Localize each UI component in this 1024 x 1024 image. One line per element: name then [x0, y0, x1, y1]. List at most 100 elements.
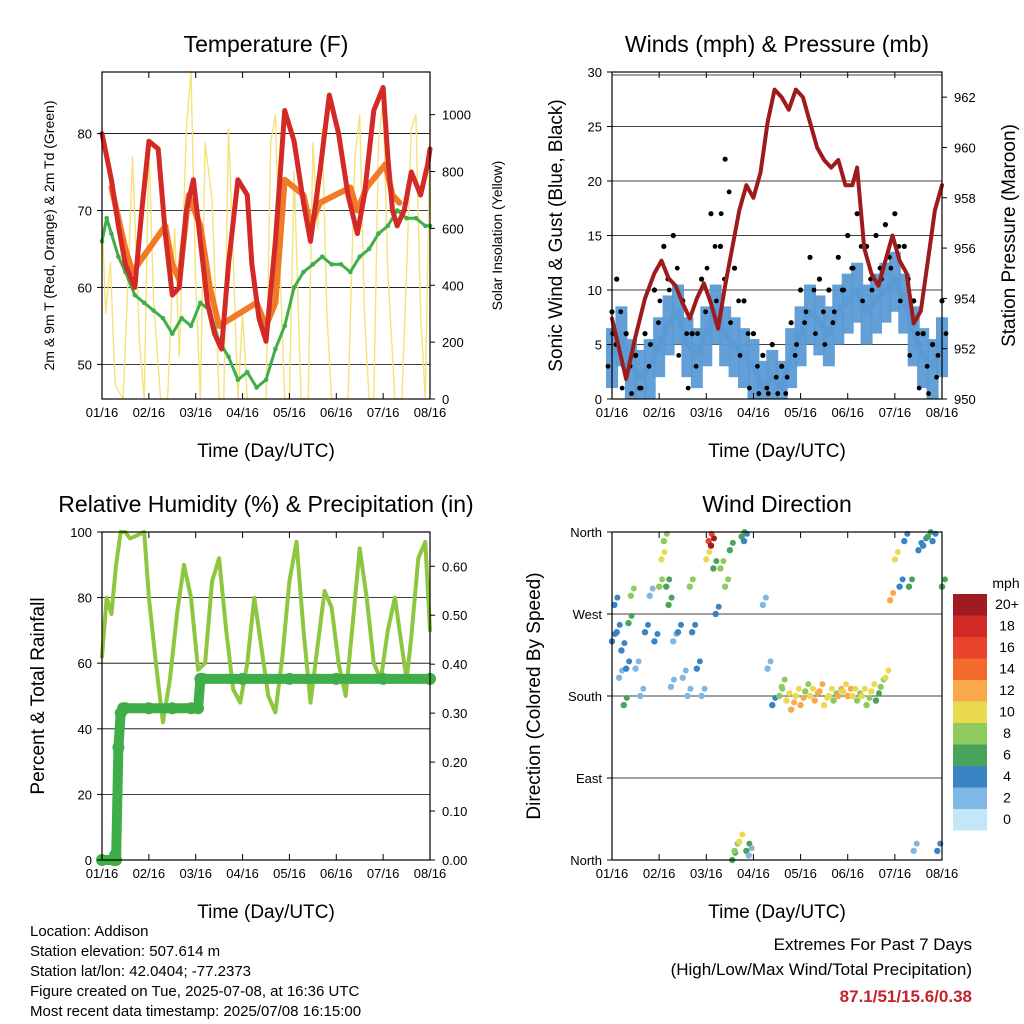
y-tick-label: 15: [588, 229, 602, 244]
dewpoint-point: [301, 269, 306, 275]
gust-point: [629, 391, 634, 396]
wind-direction-point: [688, 629, 696, 636]
gust-point: [750, 331, 757, 337]
gust-point: [618, 309, 624, 315]
colorbar-swatch: [953, 615, 987, 637]
wind-direction-point: [811, 697, 818, 704]
dewpoint-point: [198, 300, 203, 306]
y-tick-label: 30: [588, 65, 602, 80]
x-tick-label: 02/16: [133, 866, 166, 881]
extremes-values: 87.1/51/15.6/0.38: [839, 987, 972, 1006]
dewpoint-point: [357, 254, 363, 259]
dewpoint-point: [188, 323, 194, 329]
wind-direction-point: [655, 583, 663, 590]
y-tick-label: 70: [78, 203, 92, 218]
wind-direction-point: [731, 847, 738, 855]
wind-direction-point: [791, 699, 798, 706]
x-axis-label: Time (Day/UTC): [197, 902, 335, 923]
colorbar-label: 4: [1003, 768, 1011, 784]
wind-direction-point: [668, 594, 675, 601]
x-tick-label: 05/16: [273, 866, 306, 881]
y-tick-label: 60: [78, 280, 92, 295]
gust-point: [784, 374, 790, 380]
x-tick-label: 04/16: [737, 866, 770, 881]
gust-point: [835, 254, 841, 260]
wind-direction-point: [839, 688, 847, 695]
wind-direction-point: [611, 601, 618, 609]
wind-direction-point: [909, 576, 915, 583]
dewpoint-point: [319, 254, 325, 259]
wind-direction-point: [692, 621, 699, 628]
panel-winds-pressure: 01/16 02/16 03/16 04/16 05/16 06/16 07/16 08/16…: [546, 31, 1020, 462]
gust-point: [684, 331, 690, 336]
wind-direction-point: [663, 583, 670, 590]
wind-direction-point: [711, 535, 717, 542]
wind-direction-point: [863, 701, 870, 709]
wind-direction-point: [641, 629, 649, 636]
wind-direction-point: [783, 697, 790, 704]
wind-direction-point: [919, 542, 927, 549]
colorbar-swatch: [953, 787, 987, 809]
gust-point: [783, 391, 789, 396]
wind-direction-point: [934, 847, 941, 855]
y-right-tick-label: 962: [954, 90, 976, 105]
dewpoint-point: [226, 354, 231, 359]
wind-direction-point: [781, 676, 788, 683]
gust-point: [897, 298, 903, 304]
wind-direction-point: [614, 594, 621, 601]
y-right-tick-label: 0.10: [442, 804, 467, 819]
x-tick-label: 03/16: [690, 866, 723, 881]
y-tick-label: 80: [78, 591, 92, 606]
gust-point: [698, 276, 705, 282]
dewpoint-point: [109, 231, 114, 236]
wind-direction-point: [806, 692, 814, 700]
wind-direction-point: [715, 603, 722, 610]
x-tick-label: 07/16: [367, 866, 400, 881]
panel-rh-precip: 01/16 02/16 03/16 04/16 05/16 06/16 07/16 08/16…: [28, 491, 474, 923]
gust-point: [632, 352, 639, 358]
temp-2m-line: [99, 84, 433, 352]
dewpoint-point: [179, 315, 184, 321]
y-right-axis-label: Station Pressure (Maroon): [999, 124, 1020, 347]
gust-point: [712, 244, 718, 249]
gust-point: [934, 374, 939, 380]
gust-point: [888, 265, 894, 271]
gust-point: [648, 342, 653, 347]
wind-direction-point: [698, 692, 705, 700]
plot-frame: [101, 71, 431, 400]
colorbar-label: 0: [1003, 811, 1011, 827]
gust-point: [892, 211, 898, 217]
wind-direction-point: [739, 831, 746, 838]
wind-direction-point: [849, 692, 856, 700]
gust-point: [619, 385, 625, 391]
gust-point: [779, 363, 785, 369]
colorbar-label: 14: [999, 661, 1015, 677]
wind-direction-point: [847, 685, 854, 692]
gust-point: [693, 363, 699, 369]
x-tick-label: 01/16: [596, 405, 629, 420]
dewpoint-point: [394, 208, 400, 213]
gust-point: [623, 331, 629, 337]
gust-point: [755, 363, 760, 369]
y-right-tick-label: 0.30: [442, 706, 467, 721]
x-tick-label: 06/16: [831, 405, 864, 420]
x-tick-label: 03/16: [179, 405, 212, 420]
wind-direction-point: [924, 533, 932, 540]
wind-direction-point: [767, 658, 774, 665]
wind-direction-point: [830, 697, 837, 704]
gust-point: [816, 276, 823, 282]
wind-direction-point: [910, 847, 917, 855]
speed-colorbar: mph 20+ 18 16 14 12 10 8 6 4 2 0: [953, 575, 1020, 831]
temp-9m-line: [108, 161, 403, 329]
wind-direction-point: [729, 539, 736, 546]
wind-direction-point: [616, 621, 623, 628]
dewpoint-point: [348, 269, 353, 275]
wind-direction-point: [852, 685, 859, 692]
gust-point: [821, 309, 826, 315]
gust-point: [926, 391, 931, 396]
gust-point: [850, 265, 856, 271]
wind-direction-point: [853, 697, 861, 704]
gust-point: [638, 385, 644, 391]
colorbar-swatch: [953, 701, 987, 723]
